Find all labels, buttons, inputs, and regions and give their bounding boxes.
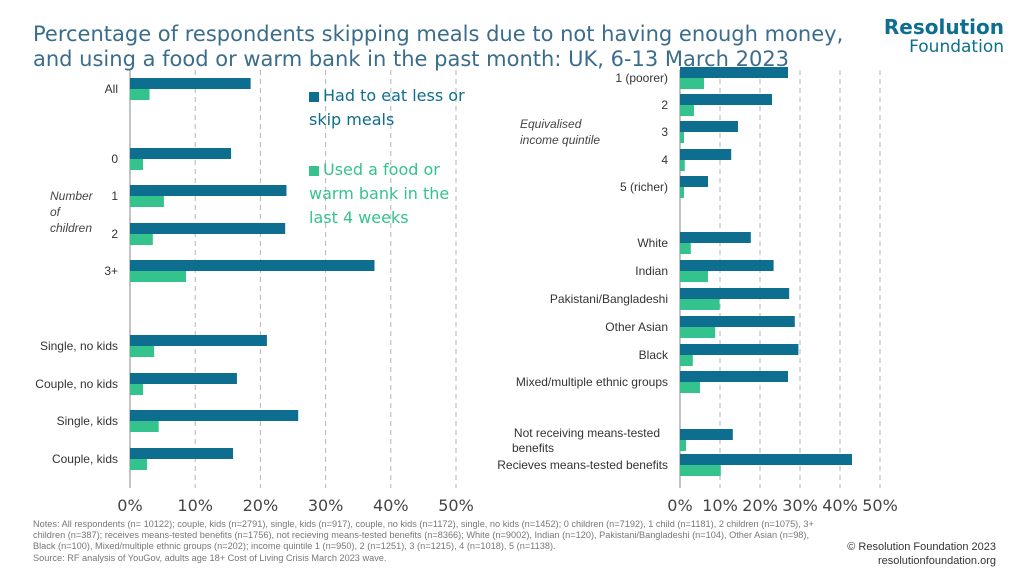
bar-food-bank xyxy=(680,465,721,476)
bar-skip-meals xyxy=(680,149,732,160)
x-tick-label: 10% xyxy=(702,496,738,515)
bar-skip-meals xyxy=(680,429,733,440)
category-label: 3 xyxy=(661,125,668,139)
bar-food-bank xyxy=(130,159,144,170)
copyright-line-1: © Resolution Foundation 2023 xyxy=(847,541,996,553)
bar-skip-meals xyxy=(130,260,375,271)
category-label: 1 xyxy=(111,189,118,203)
bar-skip-meals xyxy=(130,410,299,421)
bar-skip-meals xyxy=(680,67,788,78)
category-label: Couple, no kids xyxy=(35,377,118,391)
bar-food-bank xyxy=(130,196,164,207)
chart-title: Percentage of respondents skipping meals… xyxy=(33,22,844,71)
category-label: 3+ xyxy=(104,264,118,278)
bar-food-bank xyxy=(680,187,684,198)
bar-food-bank xyxy=(680,327,716,338)
bar-food-bank xyxy=(680,299,720,310)
category-label: White xyxy=(637,236,668,250)
bar-food-bank xyxy=(130,346,155,357)
x-tick-label: 0% xyxy=(667,496,692,515)
category-label: 4 xyxy=(661,153,668,167)
bar-food-bank xyxy=(680,160,685,171)
bar-skip-meals xyxy=(680,288,790,299)
bar-food-bank xyxy=(130,271,187,282)
category-label: Couple, kids xyxy=(52,452,118,466)
bar-food-bank xyxy=(680,382,700,393)
bar-food-bank xyxy=(130,421,159,432)
notes-text: Notes: All respondents (n= 10122); coupl… xyxy=(33,519,814,551)
bar-skip-meals xyxy=(680,454,852,465)
x-tick-label: 50% xyxy=(438,496,474,515)
bar-skip-meals xyxy=(130,448,234,459)
x-tick-label: 30% xyxy=(308,496,344,515)
bar-skip-meals xyxy=(130,335,267,346)
resolution-foundation-logo: Resolution Foundation xyxy=(884,16,1004,56)
x-tick-label: 40% xyxy=(373,496,409,515)
category-label: 2 xyxy=(661,98,668,112)
bar-skip-meals xyxy=(680,344,799,355)
bar-skip-meals xyxy=(680,260,774,271)
x-tick-label: 40% xyxy=(822,496,858,515)
bar-food-bank xyxy=(680,271,708,282)
bar-food-bank xyxy=(130,384,144,395)
category-label: Recieves means-tested benefits xyxy=(497,458,668,472)
category-label: 5 (richer) xyxy=(620,180,668,194)
legend-skip: Had to eat less or skip meals xyxy=(309,84,469,132)
bar-skip-meals xyxy=(130,373,237,384)
bar-skip-meals xyxy=(130,148,232,159)
category-label: Single, no kids xyxy=(40,339,118,353)
category-label: 0 xyxy=(111,152,118,166)
bar-skip-meals xyxy=(680,316,795,327)
copyright-line-2: resolutionfoundation.org xyxy=(877,555,996,567)
x-tick-label: 10% xyxy=(177,496,213,515)
x-tick-label: 50% xyxy=(862,496,898,515)
bar-skip-meals xyxy=(130,223,286,234)
bar-food-bank xyxy=(130,89,150,100)
category-label: Pakistani/Bangladeshi xyxy=(550,292,668,306)
bar-food-bank xyxy=(130,459,147,470)
bar-skip-meals xyxy=(680,371,788,382)
bar-food-bank xyxy=(680,243,691,254)
x-tick-label: 0% xyxy=(117,496,142,515)
bar-food-bank xyxy=(680,355,693,366)
source-text: Source: RF analysis of YouGov, adults ag… xyxy=(33,553,387,563)
legend-foodbank: Used a food or warm bank in the last 4 w… xyxy=(309,158,469,230)
category-label: All xyxy=(105,82,118,96)
bar-skip-meals xyxy=(680,94,772,105)
group-label: Equivalised income quintile xyxy=(520,117,600,147)
legend-skip-swatch xyxy=(309,91,319,102)
x-tick-label: 20% xyxy=(742,496,778,515)
legend-foodbank-label: Used a food or warm bank in the last 4 w… xyxy=(309,160,450,227)
logo-line-1: Resolution xyxy=(883,15,1004,39)
copyright: © Resolution Foundation 2023 resolutionf… xyxy=(847,540,996,568)
group-label: Number of children xyxy=(50,189,94,235)
category-label: 2 xyxy=(111,227,118,241)
bar-skip-meals xyxy=(680,232,751,243)
logo-line-2: Foundation xyxy=(909,37,1004,57)
category-label: Mixed/multiple ethnic groups xyxy=(516,375,668,389)
bar-skip-meals xyxy=(680,121,738,132)
bar-food-bank xyxy=(680,78,704,89)
category-label: Single, kids xyxy=(57,414,118,428)
category-label: Black xyxy=(639,348,669,362)
bar-skip-meals xyxy=(680,176,708,187)
x-tick-label: 30% xyxy=(782,496,818,515)
bar-food-bank xyxy=(680,440,686,451)
x-tick-label: 20% xyxy=(243,496,279,515)
category-label: 1 (poorer) xyxy=(615,71,668,85)
legend-foodbank-swatch xyxy=(309,165,319,176)
bar-food-bank xyxy=(680,105,694,116)
bar-skip-meals xyxy=(130,185,287,196)
category-label: Not receiving means-tested benefits xyxy=(512,426,660,455)
category-label: Indian xyxy=(635,264,668,278)
bar-food-bank xyxy=(680,132,684,143)
footnotes: Notes: All respondents (n= 10122); coupl… xyxy=(33,519,833,564)
bar-skip-meals xyxy=(130,78,251,89)
bar-food-bank xyxy=(130,234,153,245)
category-label: Other Asian xyxy=(605,320,668,334)
legend-skip-label: Had to eat less or skip meals xyxy=(309,86,465,129)
